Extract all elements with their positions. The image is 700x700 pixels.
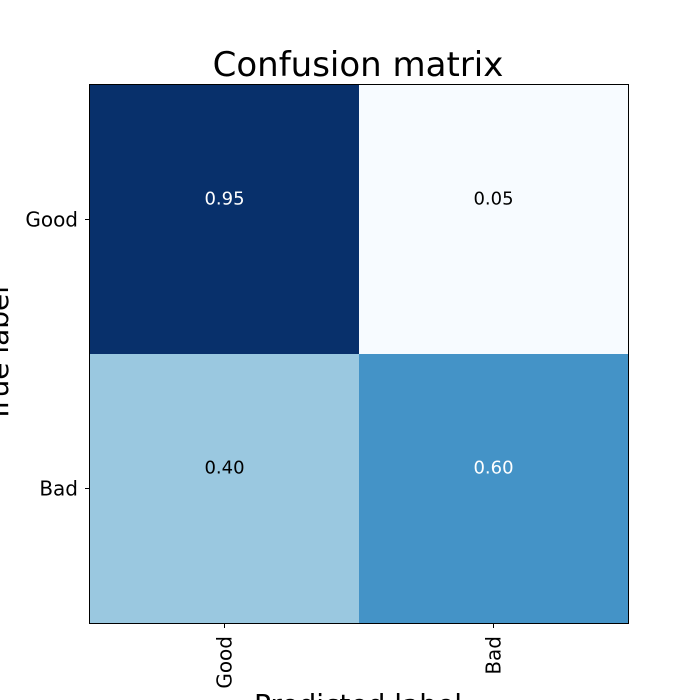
- plot-frame: [89, 84, 629, 624]
- heatmap-cells: 0.95 0.05 0.40 0.60: [90, 85, 628, 623]
- y-tick-label-1: Bad: [39, 477, 78, 501]
- heatmap-cell-1-1: [359, 354, 628, 623]
- cell-value-label-1-0: 0.40: [204, 458, 244, 479]
- heatmap-cell-0-0: [90, 85, 359, 354]
- cell-value-label-1-1: 0.60: [473, 458, 513, 479]
- cell-value-label-0-0: 0.95: [204, 189, 244, 210]
- chart-title: Confusion matrix: [213, 45, 504, 85]
- heatmap-cell-0-1: [359, 85, 628, 354]
- cell-value-label-0-1: 0.05: [473, 189, 513, 210]
- y-axis-label: True label: [0, 286, 15, 423]
- x-tick-label-1: Bad: [482, 636, 506, 675]
- y-tick-label-0: Good: [25, 208, 78, 232]
- x-tick-label-0: Good: [213, 636, 237, 689]
- heatmap-cell-1-0: [90, 354, 359, 623]
- axis-ticks: Good Bad Good Bad: [25, 208, 505, 689]
- x-axis-label: Predicted label: [254, 688, 462, 700]
